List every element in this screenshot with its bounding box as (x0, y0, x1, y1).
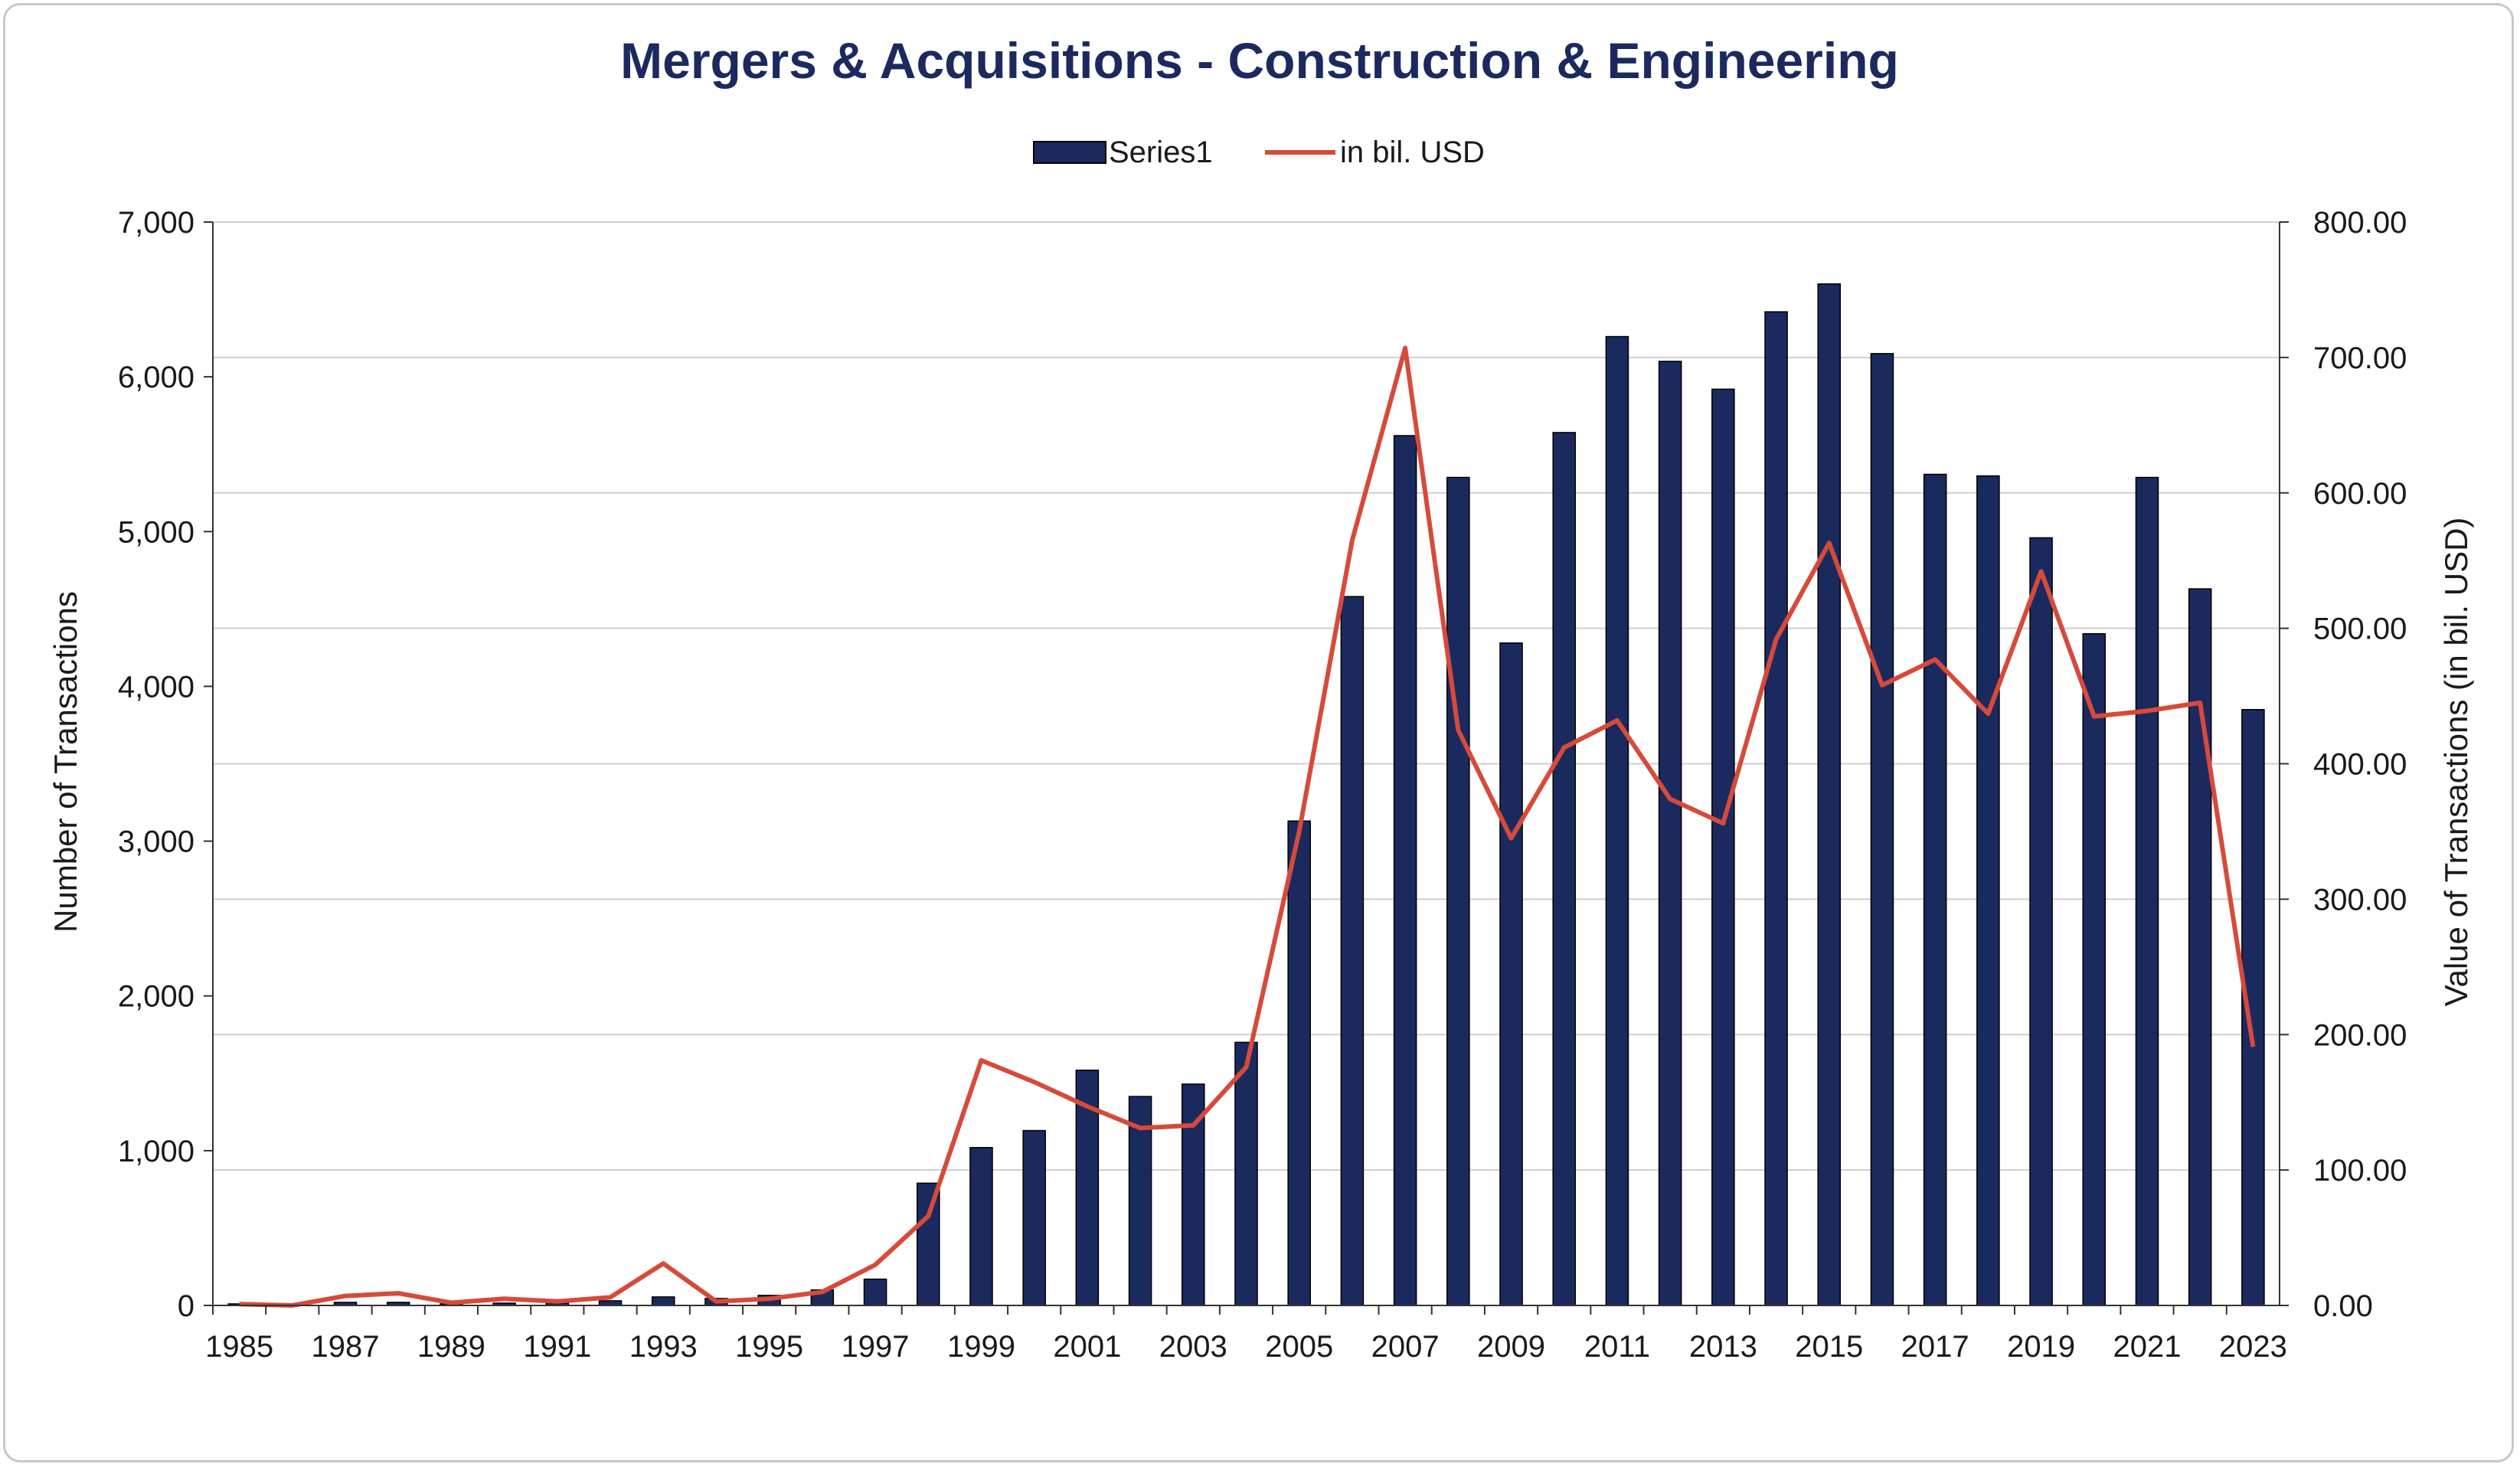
x-tick-label: 2007 (1371, 1330, 1440, 1364)
y2-axis-label: Value of Transactions (in bil. USD) (2438, 518, 2474, 1007)
x-tick-label: 2005 (1265, 1330, 1333, 1364)
x-tick-label: 2011 (1584, 1330, 1650, 1364)
left-tick-label: 4,000 (118, 670, 194, 704)
left-tick-label: 1,000 (118, 1135, 194, 1168)
x-axis-ticks: 1985 1987 1989 1991 1993 1995 1997 1999 2001 2003… (205, 1305, 2287, 1364)
y-axis-label: Number of Transactions (47, 591, 83, 933)
bar-2018 (1976, 475, 2000, 1306)
bar-1993 (651, 1296, 675, 1306)
left-tick-label: 3,000 (118, 825, 194, 859)
bar-2004 (1234, 1041, 1258, 1306)
bar-2000 (1022, 1129, 1046, 1306)
legend-label-value: in bil. USD (1340, 136, 1485, 169)
x-tick-label: 1985 (205, 1330, 273, 1364)
bar-1999 (969, 1147, 993, 1306)
right-tick-label: 800.00 (2313, 206, 2407, 240)
left-axis-ticks: 0 1,000 2,000 3,000 4,000 5,000 6,000 7,000 (118, 206, 213, 1323)
bar-2009 (1499, 642, 1523, 1306)
bar-2007 (1393, 435, 1417, 1306)
right-tick-label: 500.00 (2313, 613, 2407, 646)
bar-2011 (1605, 335, 1629, 1306)
bar-2008 (1446, 476, 1470, 1306)
right-axis-ticks: 0.00 100.00 200.00 300.00 400.00 500.00 600.00… (2280, 206, 2407, 1323)
legend: Series1 in bil. USD (1033, 136, 1485, 169)
x-tick-label: 2009 (1477, 1330, 1545, 1364)
bar-2012 (1658, 361, 1682, 1306)
x-tick-label: 2003 (1159, 1330, 1227, 1364)
x-tick-label: 2015 (1795, 1330, 1863, 1364)
x-tick-label: 1995 (735, 1330, 803, 1364)
bar-1998 (916, 1182, 940, 1306)
bar-2014 (1764, 311, 1788, 1306)
bar-2015 (1817, 283, 1842, 1306)
bar-2022 (2188, 588, 2212, 1306)
right-tick-label: 700.00 (2313, 341, 2407, 375)
bar-series (227, 283, 2265, 1306)
bar-2003 (1182, 1083, 1205, 1306)
bar-1997 (863, 1278, 887, 1306)
x-tick-label: 1987 (312, 1330, 380, 1364)
left-tick-label: 5,000 (118, 515, 194, 549)
bar-2016 (1870, 353, 1894, 1306)
x-tick-label: 2021 (2113, 1330, 2181, 1364)
x-tick-label: 2023 (2219, 1330, 2287, 1364)
bar-2017 (1923, 473, 1947, 1306)
bar-2021 (2135, 476, 2159, 1306)
bar-2020 (2082, 632, 2107, 1306)
bar-2002 (1128, 1096, 1152, 1306)
legend-swatch-series1 (1033, 141, 1106, 164)
left-tick-label: 0 (178, 1289, 194, 1323)
x-tick-label: 2017 (1901, 1330, 1969, 1364)
bar-2019 (2029, 537, 2053, 1306)
bar-2006 (1340, 596, 1365, 1306)
bar-2005 (1287, 820, 1311, 1306)
bar-2023 (2241, 709, 2265, 1306)
left-tick-label: 6,000 (118, 361, 194, 394)
x-tick-label: 1991 (523, 1330, 591, 1364)
x-tick-label: 2013 (1689, 1330, 1757, 1364)
left-tick-label: 7,000 (118, 206, 194, 240)
x-tick-label: 2001 (1053, 1330, 1121, 1364)
bar-2013 (1711, 388, 1735, 1306)
x-tick-label: 1999 (947, 1330, 1015, 1364)
x-tick-label: 2019 (2007, 1330, 2075, 1364)
line-series (239, 345, 2256, 1308)
chart-title: Mergers & Acquisitions - Construction & … (620, 32, 1899, 89)
x-tick-label: 1993 (629, 1330, 698, 1364)
right-tick-label: 400.00 (2313, 748, 2407, 782)
legend-label-series1: Series1 (1109, 136, 1213, 169)
left-tick-label: 2,000 (118, 980, 194, 1014)
right-tick-label: 600.00 (2313, 477, 2407, 511)
right-tick-label: 100.00 (2313, 1154, 2407, 1188)
x-tick-label: 1997 (842, 1330, 910, 1364)
bar-2010 (1552, 432, 1577, 1306)
right-tick-label: 300.00 (2313, 883, 2407, 916)
right-tick-label: 200.00 (2313, 1018, 2407, 1052)
right-tick-label: 0.00 (2313, 1289, 2373, 1323)
x-tick-label: 1989 (417, 1330, 485, 1364)
